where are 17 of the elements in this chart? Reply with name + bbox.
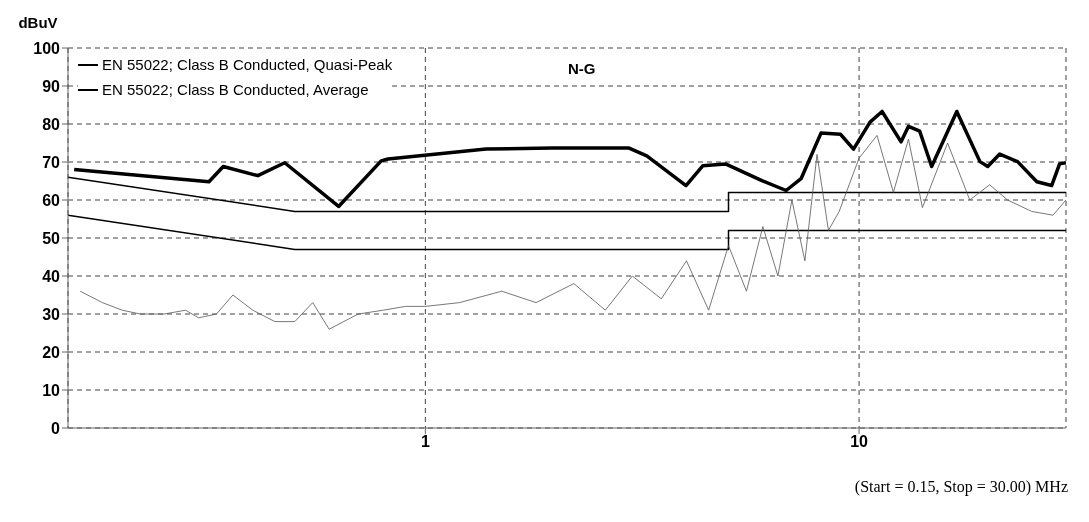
annotation: N-G <box>568 60 596 77</box>
x-tick-label: 1 <box>420 433 430 451</box>
y-axis-title: dBuV <box>18 14 58 31</box>
x-axis-title: (Start = 0.15, Stop = 30.00) MHz <box>853 478 1069 496</box>
y-tick-label: 90 <box>42 77 61 95</box>
y-tick-label: 80 <box>42 115 61 133</box>
y-tick-label: 70 <box>42 153 61 171</box>
y-tick-label: 40 <box>42 267 61 285</box>
legend-label: EN 55022; Class B Conducted, Quasi-Peak <box>102 56 393 73</box>
y-tick-label: 20 <box>42 343 61 361</box>
y-tick-label: 60 <box>42 191 61 209</box>
y-tick-label: 0 <box>51 419 61 437</box>
y-tick-label: 100 <box>33 39 61 57</box>
y-tick-label: 30 <box>42 305 61 323</box>
y-tick-label: 10 <box>42 381 61 399</box>
legend-label: EN 55022; Class B Conducted, Average <box>102 81 369 98</box>
y-tick-label: 50 <box>42 229 61 247</box>
